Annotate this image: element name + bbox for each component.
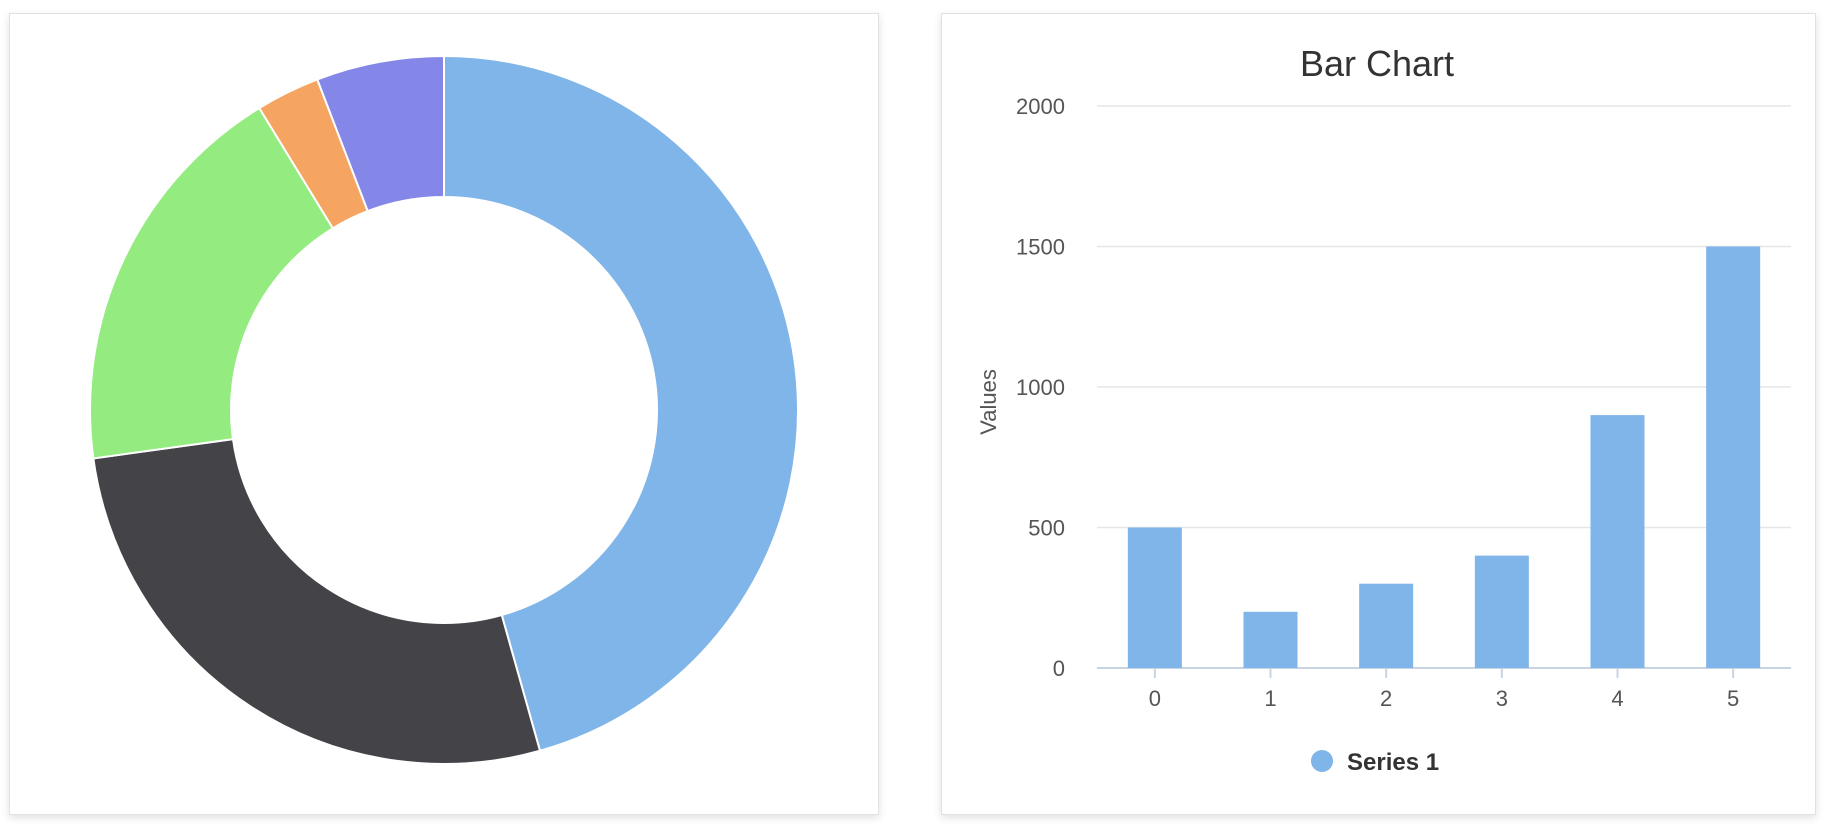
y-tick-label: 2000: [1016, 94, 1065, 119]
donut-chart-panel: [9, 13, 879, 815]
bar-0[interactable]: [1127, 527, 1182, 669]
y-tick-label: 0: [1053, 656, 1065, 681]
donut-slice-2[interactable]: [89, 106, 335, 460]
x-tick-label: 2: [1380, 686, 1392, 711]
chart-title: Bar Chart: [1300, 43, 1454, 84]
bar-3[interactable]: [1474, 555, 1529, 668]
x-tick-label: 3: [1496, 686, 1508, 711]
bar-1[interactable]: [1243, 611, 1298, 668]
x-tick-label: 1: [1264, 686, 1276, 711]
x-tick-label: 4: [1611, 686, 1623, 711]
bar-chart-panel: Bar Chart Values 0 500 1000 1500 2000 0 1 2 3 4 5…: [941, 13, 1816, 815]
y-axis-title: Values: [976, 369, 1001, 435]
donut-slice-1[interactable]: [92, 438, 542, 765]
donut-slice-0[interactable]: [443, 54, 799, 752]
bar-chart: Bar Chart Values 0 500 1000 1500 2000 0 1 2 3 4 5…: [976, 43, 1791, 776]
y-axis-ticks: 0 500 1000 1500 2000: [1016, 94, 1065, 681]
bar-2[interactable]: [1359, 583, 1414, 668]
bar-4[interactable]: [1590, 415, 1645, 668]
x-tick-label: 0: [1149, 686, 1161, 711]
y-tick-label: 500: [1028, 516, 1065, 541]
donut-slice-4[interactable]: [316, 54, 445, 213]
legend-label-series-1[interactable]: Series 1: [1347, 749, 1439, 776]
y-tick-label: 1000: [1016, 375, 1065, 400]
grid-lines: [1097, 105, 1791, 669]
donut-chart: [89, 54, 799, 765]
bar-series: [1127, 246, 1761, 669]
y-tick-label: 1500: [1016, 235, 1065, 260]
x-axis-ticks: 0 1 2 3 4 5: [1149, 668, 1739, 711]
x-tick-label: 5: [1727, 686, 1739, 711]
legend-marker[interactable]: [1311, 750, 1333, 772]
bar-5[interactable]: [1706, 246, 1761, 669]
legend[interactable]: Series 1: [1311, 749, 1439, 776]
